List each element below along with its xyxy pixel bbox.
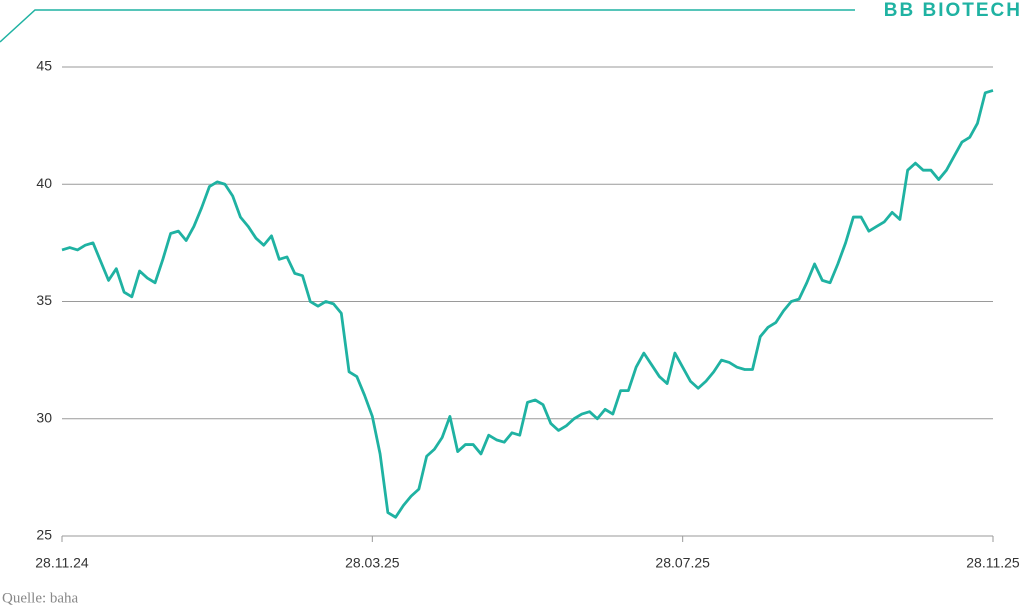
y-tick-label: 25 <box>36 527 52 543</box>
price-line <box>61 89 994 519</box>
y-tick-label: 40 <box>36 175 52 191</box>
x-tick-label: 28.11.24 <box>35 555 89 571</box>
x-tick-label: 28.03.25 <box>345 555 400 571</box>
x-tick-label: 28.11.25 <box>966 555 1020 571</box>
brand: BB BIOTECH <box>884 0 1022 21</box>
source: Quelle: baha <box>2 590 79 606</box>
y-tick-label: 35 <box>36 292 52 308</box>
header-rule <box>0 9 855 43</box>
y-tick-label: 30 <box>36 409 52 425</box>
x-tick-label: 28.07.25 <box>655 555 710 571</box>
y-tick-label: 45 <box>36 58 52 74</box>
